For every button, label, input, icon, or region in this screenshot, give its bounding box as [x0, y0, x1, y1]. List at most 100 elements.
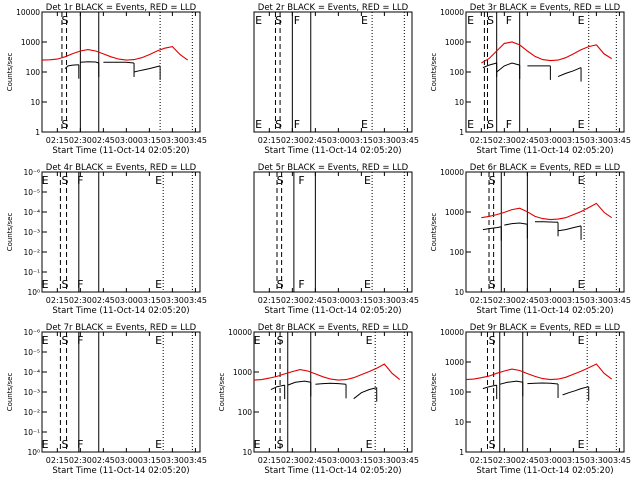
event-marker-bottom: E — [366, 438, 373, 451]
x-axis-label: Start Time (11-Oct-14 02:05:20) — [264, 146, 401, 156]
x-tick-label: 03:15 — [138, 136, 161, 145]
plot-frame — [465, 11, 625, 133]
x-tick-label: 02:30 — [493, 456, 516, 465]
event-marker-bottom: E — [361, 118, 368, 131]
x-tick-label: 03:15 — [350, 456, 373, 465]
y-tick-label: 1000 — [233, 368, 252, 377]
y-tick-label: 1000 — [445, 38, 464, 47]
y-tick-label: 1 — [459, 128, 464, 137]
y-tick-label: 10⁻¹ — [23, 268, 40, 277]
x-tick-label: 03:00 — [327, 296, 350, 305]
event-marker-top: S — [489, 334, 496, 347]
x-tick-label: 03:15 — [350, 296, 373, 305]
y-tick-label: 10⁻⁴ — [23, 208, 40, 217]
event-marker-bottom: S — [277, 278, 284, 291]
panel-title: Det 5r BLACK = Events, RED = LLD — [258, 163, 409, 173]
x-tick-label: 02:30 — [69, 136, 92, 145]
x-tick-label: 03:30 — [161, 296, 184, 305]
x-tick-label: 03:45 — [396, 296, 419, 305]
lld-series-line — [41, 45, 189, 61]
panel-title: Det 6r BLACK = Events, RED = LLD — [470, 163, 621, 173]
y-tick-label: 10⁻⁵ — [23, 188, 40, 197]
x-tick-label: 03:15 — [562, 296, 585, 305]
event-marker-bottom: S — [62, 438, 69, 451]
x-tick-label: 02:15 — [470, 296, 493, 305]
event-marker-bottom: E — [467, 118, 474, 131]
event-marker-top: S — [62, 14, 69, 27]
x-tick-label: 02:30 — [493, 296, 516, 305]
x-axis-label: Start Time (11-Oct-14 02:05:20) — [52, 306, 189, 316]
events-series-segment — [496, 62, 520, 73]
y-tick-label: 100 — [450, 68, 465, 77]
y-tick-label: 1000 — [445, 358, 464, 367]
x-tick-label: 02:30 — [281, 296, 304, 305]
y-tick-label: 10 — [454, 288, 464, 297]
x-tick-label: 03:45 — [608, 456, 631, 465]
events-series-segment — [499, 380, 523, 385]
event-marker-top: S — [275, 14, 282, 27]
x-tick-label: 02:30 — [493, 136, 516, 145]
event-marker-bottom: E — [155, 278, 162, 291]
event-marker-top: E — [578, 174, 585, 187]
events-series-segment — [270, 384, 285, 391]
events-series-segment — [64, 64, 79, 69]
events-series-segment — [353, 387, 377, 400]
event-marker-top: E — [155, 174, 162, 187]
x-tick-label: 03:45 — [184, 456, 207, 465]
x-tick-label: 03:30 — [161, 136, 184, 145]
lld-series-line — [253, 363, 401, 381]
events-series-segment — [557, 225, 582, 232]
lld-series-line — [465, 363, 613, 381]
plot-frame — [253, 171, 413, 293]
event-marker-top: F — [294, 14, 300, 27]
x-tick-label: 03:00 — [115, 136, 138, 145]
x-axis-label: Start Time (11-Oct-14 02:05:20) — [52, 146, 189, 156]
y-tick-label: 10 — [454, 98, 464, 107]
x-tick-label: 02:15 — [258, 456, 281, 465]
lld-series-line — [481, 41, 612, 64]
event-marker-bottom: S — [275, 118, 282, 131]
y-tick-label: 10⁻⁴ — [23, 368, 40, 377]
x-tick-label: 03:45 — [396, 456, 419, 465]
y-tick-label: 100 — [450, 388, 465, 397]
panel-det-6: Det 6r BLACK = Events, RED = LLD 02:15 02:… — [430, 163, 631, 316]
y-axis-label: Counts/sec — [430, 373, 438, 412]
y-axis-label: Counts/sec — [218, 373, 226, 412]
plot-frame — [465, 331, 625, 453]
plot-frame — [41, 11, 201, 133]
plot-frame — [41, 331, 201, 453]
event-marker-top: S — [487, 14, 494, 27]
events-series-segment — [482, 226, 502, 231]
x-tick-label: 02:30 — [281, 136, 304, 145]
y-tick-label: 1000 — [445, 208, 464, 217]
events-series-segment — [133, 65, 161, 73]
event-marker-bottom: F — [298, 278, 304, 291]
y-tick-label: 1 — [35, 128, 40, 137]
y-tick-label: 100 — [450, 248, 465, 257]
event-marker-top: E — [467, 14, 474, 27]
event-marker-top: F — [77, 334, 83, 347]
event-marker-bottom: F — [77, 278, 83, 291]
x-tick-label: 03:00 — [115, 296, 138, 305]
event-marker-top: S — [277, 334, 284, 347]
x-axis-label: Start Time (11-Oct-14 02:05:20) — [52, 466, 189, 476]
y-tick-label: 10 — [30, 98, 40, 107]
lld-series-line — [481, 202, 613, 221]
x-tick-label: 03:00 — [539, 296, 562, 305]
y-tick-label: 10⁻⁶ — [23, 328, 40, 337]
events-series-segment — [103, 61, 135, 64]
x-tick-label: 02:15 — [470, 456, 493, 465]
event-marker-top: F — [77, 174, 83, 187]
x-tick-label: 02:45 — [92, 296, 115, 305]
y-tick-label: 10⁻¹ — [23, 428, 40, 437]
x-tick-label: 03:15 — [562, 136, 585, 145]
event-marker-top: E — [366, 334, 373, 347]
x-tick-label: 02:45 — [516, 456, 539, 465]
event-marker-top: S — [489, 174, 496, 187]
events-series-segment — [527, 382, 559, 385]
